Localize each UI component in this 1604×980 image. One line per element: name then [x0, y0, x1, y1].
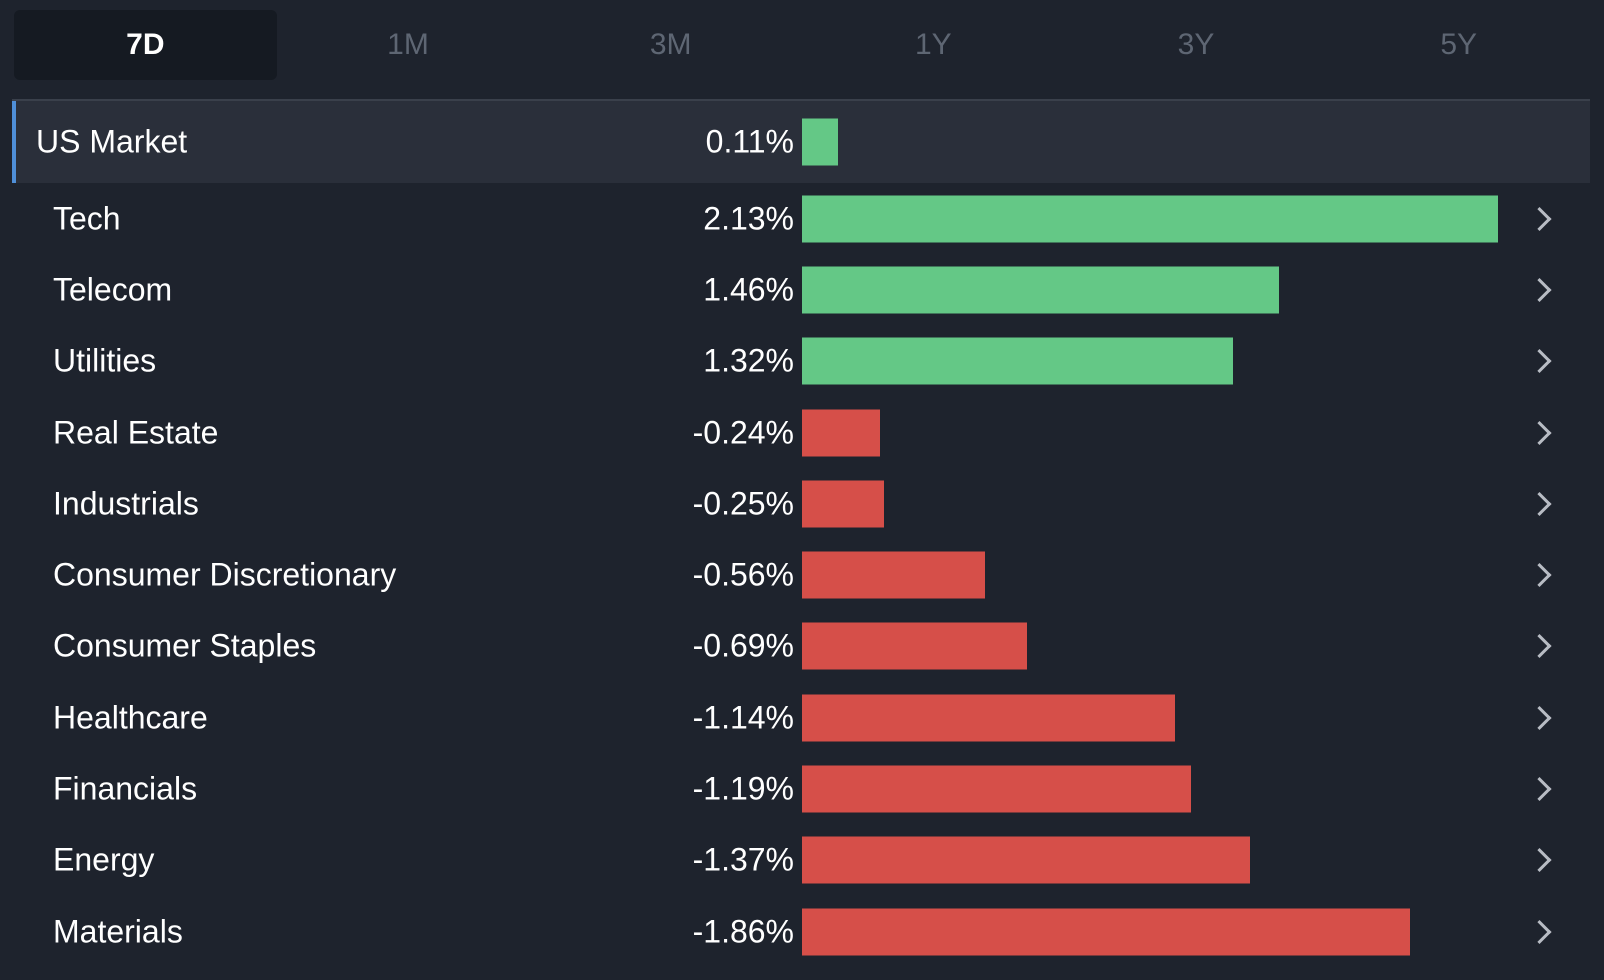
- sector-bar: [802, 337, 1234, 385]
- chevron-right-icon[interactable]: [1527, 277, 1552, 302]
- tab-1m[interactable]: 1M: [387, 28, 429, 61]
- sector-label: Consumer Discretionary: [53, 556, 397, 593]
- chevron-right-icon[interactable]: [1527, 563, 1552, 588]
- chevron-right-icon[interactable]: [1527, 634, 1552, 659]
- sector-row[interactable]: Materials -1.86%: [12, 896, 1590, 967]
- chevron-right-icon[interactable]: [1527, 349, 1552, 374]
- sector-bar: [802, 622, 1028, 670]
- sector-value: -0.56%: [692, 556, 794, 593]
- sector-value: -0.24%: [692, 414, 794, 451]
- sector-label: Financials: [53, 770, 198, 807]
- sector-label: Consumer Staples: [53, 627, 317, 664]
- tab-3y[interactable]: 3Y: [1177, 28, 1215, 61]
- sector-label: Tech: [53, 200, 121, 237]
- header-divider: [12, 99, 1590, 101]
- chevron-right-icon[interactable]: [1527, 848, 1552, 873]
- sector-label: Real Estate: [53, 414, 219, 451]
- chevron-right-icon[interactable]: [1527, 206, 1552, 231]
- sector-value: -0.69%: [692, 627, 794, 664]
- sector-bar: [802, 480, 884, 528]
- sector-bar: [802, 118, 838, 166]
- tab-1y[interactable]: 1Y: [915, 28, 952, 61]
- sector-value: 2.13%: [703, 200, 794, 237]
- sector-row[interactable]: Real Estate -0.24%: [12, 397, 1590, 468]
- sector-value: 1.32%: [703, 342, 794, 379]
- sector-bar: [802, 409, 881, 457]
- sector-value: -1.14%: [692, 699, 794, 736]
- sector-row[interactable]: Consumer Discretionary -0.56%: [12, 539, 1590, 610]
- sector-row[interactable]: Consumer Staples -0.69%: [12, 611, 1590, 682]
- sector-bar: [802, 765, 1191, 813]
- tab-7d[interactable]: 7D: [14, 10, 277, 80]
- tab-3m[interactable]: 3M: [649, 28, 692, 61]
- chevron-right-icon[interactable]: [1527, 776, 1552, 802]
- sector-label: Healthcare: [53, 699, 208, 736]
- sector-bar: [802, 266, 1280, 314]
- sector-label: Utilities: [53, 342, 157, 379]
- sector-value: 1.46%: [703, 271, 794, 308]
- sector-value: -1.37%: [692, 841, 794, 878]
- sector-bar: [802, 195, 1498, 243]
- sector-row[interactable]: Energy -1.37%: [12, 825, 1590, 896]
- sector-value: -0.25%: [692, 485, 794, 522]
- sector-row[interactable]: Financials -1.19%: [12, 753, 1590, 824]
- sector-value: -1.86%: [692, 913, 794, 950]
- chevron-right-icon[interactable]: [1527, 919, 1552, 944]
- sector-value: 0.11%: [705, 123, 794, 160]
- sector-row[interactable]: Telecom 1.46%: [12, 254, 1590, 325]
- sector-label: Energy: [53, 841, 155, 878]
- period-tabs: 7D 1M 3M 1Y 3Y 5Y: [14, 10, 1590, 80]
- sector-label: US Market: [36, 123, 188, 160]
- chevron-right-icon[interactable]: [1527, 705, 1552, 730]
- sector-label: Industrials: [53, 485, 199, 522]
- market-row: US Market 0.11%: [12, 101, 1590, 183]
- sector-value: -1.19%: [692, 770, 794, 807]
- sector-bar: [802, 908, 1410, 956]
- sector-row[interactable]: Industrials -0.25%: [12, 468, 1590, 539]
- chevron-right-icon[interactable]: [1527, 491, 1552, 516]
- sector-label: Materials: [53, 913, 183, 950]
- sector-label: Telecom: [53, 271, 173, 308]
- sector-row[interactable]: Tech 2.13%: [12, 183, 1590, 254]
- sector-list: US Market 0.11% Tech 2.13% Telecom 1.46% Utili…: [12, 101, 1590, 967]
- sector-row[interactable]: Healthcare -1.14%: [12, 682, 1590, 753]
- tab-5y[interactable]: 5Y: [1440, 28, 1478, 61]
- sector-bar: [802, 694, 1175, 742]
- sector-bar: [802, 836, 1250, 884]
- sector-bar: [802, 551, 985, 599]
- sector-row[interactable]: Utilities 1.32%: [12, 326, 1590, 397]
- chevron-right-icon[interactable]: [1527, 420, 1552, 445]
